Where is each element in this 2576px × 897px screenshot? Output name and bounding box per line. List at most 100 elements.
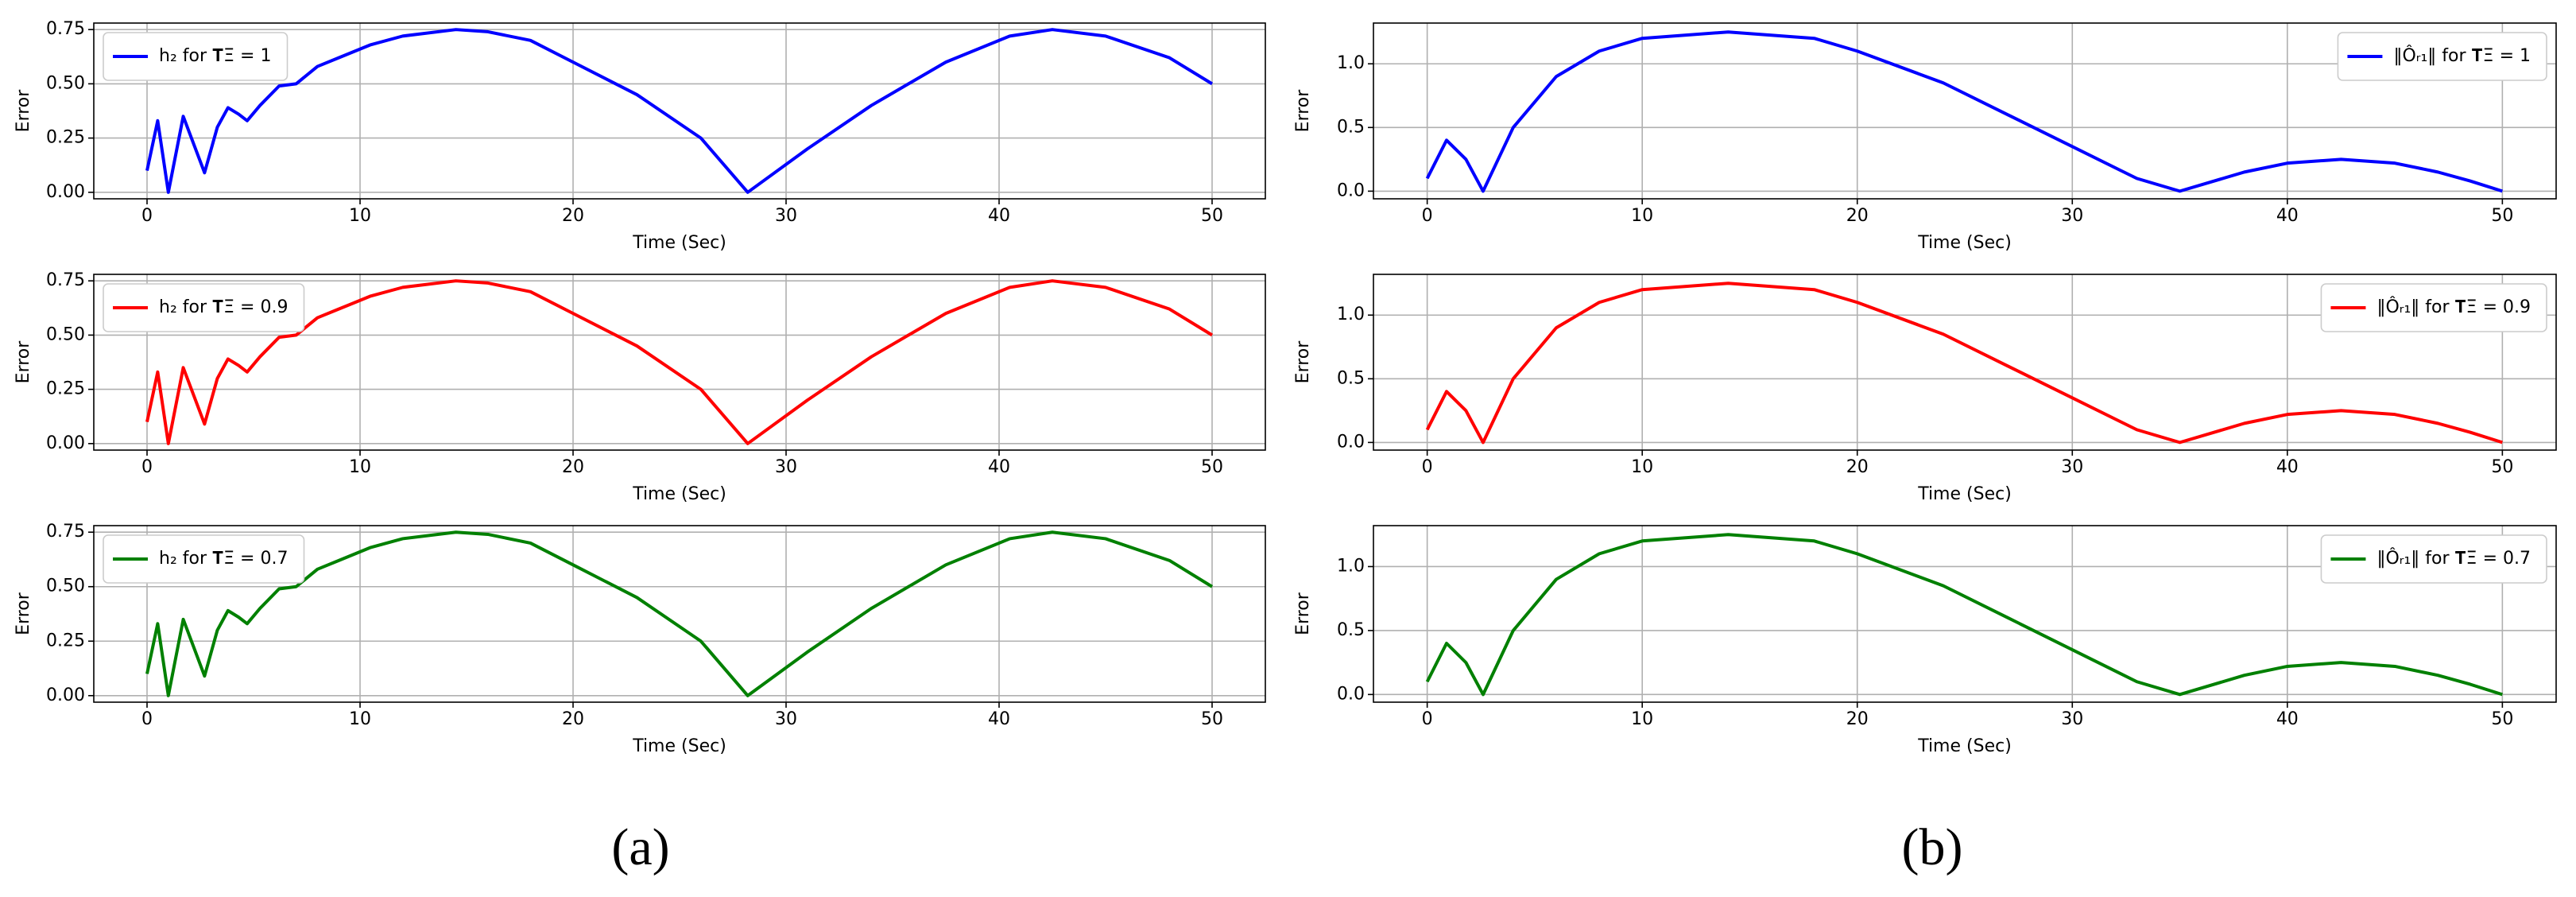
legend-box [2320, 534, 2547, 584]
y-tick-label: 1.0 [1337, 53, 1365, 73]
y-tick-label: 0.00 [46, 685, 85, 705]
x-axis-label: Time (Sec) [1917, 484, 2012, 504]
caption: (b) [1902, 818, 1963, 876]
y-tick-label: 0.75 [46, 19, 85, 39]
x-tick-label: 20 [562, 457, 584, 477]
data-line [1425, 282, 2503, 445]
y-tick-label: 0.5 [1337, 620, 1365, 640]
legend-label: h₂ for 𝐓Ξ = 0.7 [159, 549, 288, 569]
x-tick-label: 40 [988, 206, 1010, 226]
y-tick-label: 1.0 [1337, 305, 1365, 324]
axes-frame [1373, 274, 2557, 451]
legend-label: ‖Ôᵣ₁‖ for 𝐓Ξ = 0.7 [2377, 548, 2531, 569]
x-axis-label: Time (Sec) [632, 233, 726, 253]
legend: ‖Ôᵣ₁‖ for 𝐓Ξ = 1 [2337, 32, 2547, 81]
x-tick-label: 0 [141, 206, 153, 226]
axes-frame [93, 525, 1266, 703]
data-line [145, 530, 1214, 697]
caption: (a) [611, 818, 669, 876]
y-tick-label: 0.75 [46, 270, 85, 290]
y-tick-label: 0.00 [46, 182, 85, 202]
x-tick-label: 10 [1631, 457, 1653, 477]
legend-box [2320, 283, 2547, 332]
x-tick-label: 50 [2491, 206, 2513, 226]
y-axis-label: Error [1293, 592, 1313, 635]
legend: h₂ for 𝐓Ξ = 1 [103, 32, 289, 81]
x-tick-label: 10 [1631, 709, 1653, 729]
x-tick-label: 0 [1422, 709, 1433, 729]
x-tick-label: 30 [2061, 457, 2083, 477]
legend: ‖Ôᵣ₁‖ for 𝐓Ξ = 0.9 [2320, 283, 2547, 332]
y-tick-label: 1.0 [1337, 556, 1365, 576]
x-tick-label: 30 [775, 206, 797, 226]
x-tick-label: 50 [2491, 709, 2513, 729]
y-tick-label: 0.25 [46, 379, 85, 399]
data-line [1425, 533, 2503, 697]
x-axis-label: Time (Sec) [632, 484, 726, 504]
legend: h₂ for 𝐓Ξ = 0.9 [103, 283, 305, 332]
legend-box [103, 534, 305, 584]
legend: ‖Ôᵣ₁‖ for 𝐓Ξ = 0.7 [2320, 534, 2547, 584]
x-tick-label: 50 [1201, 709, 1223, 729]
x-tick-label: 0 [141, 457, 153, 477]
data-line [1425, 30, 2503, 193]
y-tick-label: 0.50 [46, 73, 85, 93]
legend-label: h₂ for 𝐓Ξ = 1 [159, 46, 272, 66]
y-tick-label: 0.0 [1337, 684, 1365, 704]
y-tick-label: 0.25 [46, 128, 85, 148]
legend-box [2337, 32, 2547, 81]
data-line [145, 28, 1214, 194]
legend-label: h₂ for 𝐓Ξ = 0.9 [159, 297, 288, 317]
y-tick-label: 0.75 [46, 522, 85, 542]
y-axis-label: Error [1293, 89, 1313, 133]
axes-frame [1373, 22, 2557, 200]
x-tick-label: 0 [1422, 206, 1433, 226]
x-tick-label: 10 [349, 457, 371, 477]
x-tick-label: 30 [2061, 709, 2083, 729]
x-tick-label: 10 [349, 206, 371, 226]
x-tick-label: 20 [1846, 206, 1869, 226]
x-tick-label: 50 [1201, 206, 1223, 226]
x-tick-label: 30 [775, 457, 797, 477]
legend: h₂ for 𝐓Ξ = 0.7 [103, 534, 305, 584]
x-axis-label: Time (Sec) [1917, 736, 2012, 756]
x-tick-label: 40 [2276, 709, 2299, 729]
legend-label: ‖Ôᵣ₁‖ for 𝐓Ξ = 0.9 [2377, 297, 2531, 317]
x-tick-label: 20 [1846, 709, 1869, 729]
x-tick-label: 40 [2276, 457, 2299, 477]
x-tick-label: 20 [1846, 457, 1869, 477]
y-tick-label: 0.0 [1337, 181, 1365, 200]
y-axis-label: Error [14, 592, 33, 635]
y-tick-label: 0.0 [1337, 432, 1365, 452]
x-tick-label: 50 [2491, 457, 2513, 477]
legend-box [103, 283, 305, 332]
axes-frame [93, 22, 1266, 200]
x-tick-label: 30 [2061, 206, 2083, 226]
y-tick-label: 0.00 [46, 433, 85, 453]
y-axis-label: Error [1293, 340, 1313, 384]
x-axis-label: Time (Sec) [632, 736, 726, 756]
x-tick-label: 20 [562, 709, 584, 729]
x-tick-label: 30 [775, 709, 797, 729]
x-tick-label: 0 [1422, 457, 1433, 477]
y-axis-label: Error [14, 89, 33, 133]
legend-box [103, 32, 289, 81]
legend-label: ‖Ôᵣ₁‖ for 𝐓Ξ = 1 [2393, 45, 2531, 66]
x-tick-label: 10 [349, 709, 371, 729]
y-tick-label: 0.50 [46, 324, 85, 344]
axes-frame [1373, 525, 2557, 703]
x-tick-label: 10 [1631, 206, 1653, 226]
x-tick-label: 40 [2276, 206, 2299, 226]
x-tick-label: 40 [988, 457, 1010, 477]
y-tick-label: 0.25 [46, 631, 85, 650]
x-tick-label: 0 [141, 709, 153, 729]
x-axis-label: Time (Sec) [1917, 233, 2012, 253]
y-axis-label: Error [14, 340, 33, 384]
data-line [145, 279, 1214, 445]
y-tick-label: 0.5 [1337, 117, 1365, 137]
y-tick-label: 0.50 [46, 577, 85, 596]
y-tick-label: 0.5 [1337, 368, 1365, 388]
x-tick-label: 40 [988, 709, 1010, 729]
axes-frame [93, 274, 1266, 451]
